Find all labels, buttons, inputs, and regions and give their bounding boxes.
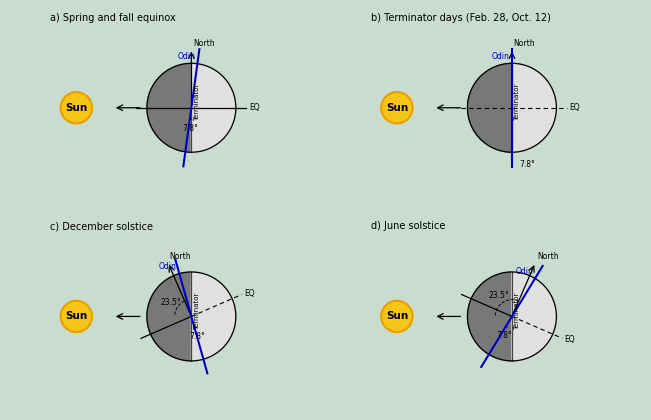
Polygon shape (512, 272, 557, 361)
Text: 7.8°: 7.8° (519, 160, 536, 169)
Text: Terminator: Terminator (514, 292, 520, 330)
Circle shape (147, 272, 236, 361)
Polygon shape (191, 63, 236, 152)
Polygon shape (512, 63, 557, 152)
Text: EQ: EQ (570, 103, 580, 112)
Text: 7.8°: 7.8° (182, 124, 198, 134)
Text: a) Spring and fall equinox: a) Spring and fall equinox (50, 13, 176, 23)
Circle shape (381, 301, 413, 332)
Text: b) Terminator days (Feb. 28, Oct. 12): b) Terminator days (Feb. 28, Oct. 12) (370, 13, 551, 23)
Text: North: North (169, 252, 191, 261)
Text: Odin: Odin (177, 52, 195, 61)
Text: c) December solstice: c) December solstice (50, 221, 153, 231)
Text: Terminator: Terminator (193, 292, 200, 330)
Polygon shape (191, 272, 236, 361)
Text: d) June solstice: d) June solstice (370, 221, 445, 231)
Text: North: North (537, 252, 559, 261)
Text: Terminator: Terminator (514, 84, 520, 121)
Text: Sun: Sun (65, 312, 87, 321)
Text: EQ: EQ (564, 335, 575, 344)
Circle shape (467, 272, 557, 361)
Circle shape (61, 92, 92, 123)
Text: Sun: Sun (65, 103, 87, 113)
Circle shape (61, 301, 92, 332)
Text: Terminator: Terminator (193, 84, 200, 121)
Text: 7.8°: 7.8° (189, 332, 205, 341)
Circle shape (381, 92, 413, 123)
Circle shape (147, 63, 236, 152)
Circle shape (467, 63, 557, 152)
Text: Sun: Sun (386, 103, 408, 113)
Text: Odin: Odin (516, 267, 534, 276)
Text: Odin: Odin (492, 52, 509, 61)
Text: EQ: EQ (249, 103, 260, 112)
Text: Odin: Odin (158, 262, 176, 271)
Text: North: North (514, 39, 535, 47)
Text: 7.8°: 7.8° (496, 331, 512, 340)
Text: 23.5°: 23.5° (160, 299, 181, 307)
Text: North: North (193, 39, 215, 47)
Text: 23.5°: 23.5° (488, 291, 509, 300)
Text: Sun: Sun (386, 312, 408, 321)
Text: EQ: EQ (244, 289, 255, 298)
